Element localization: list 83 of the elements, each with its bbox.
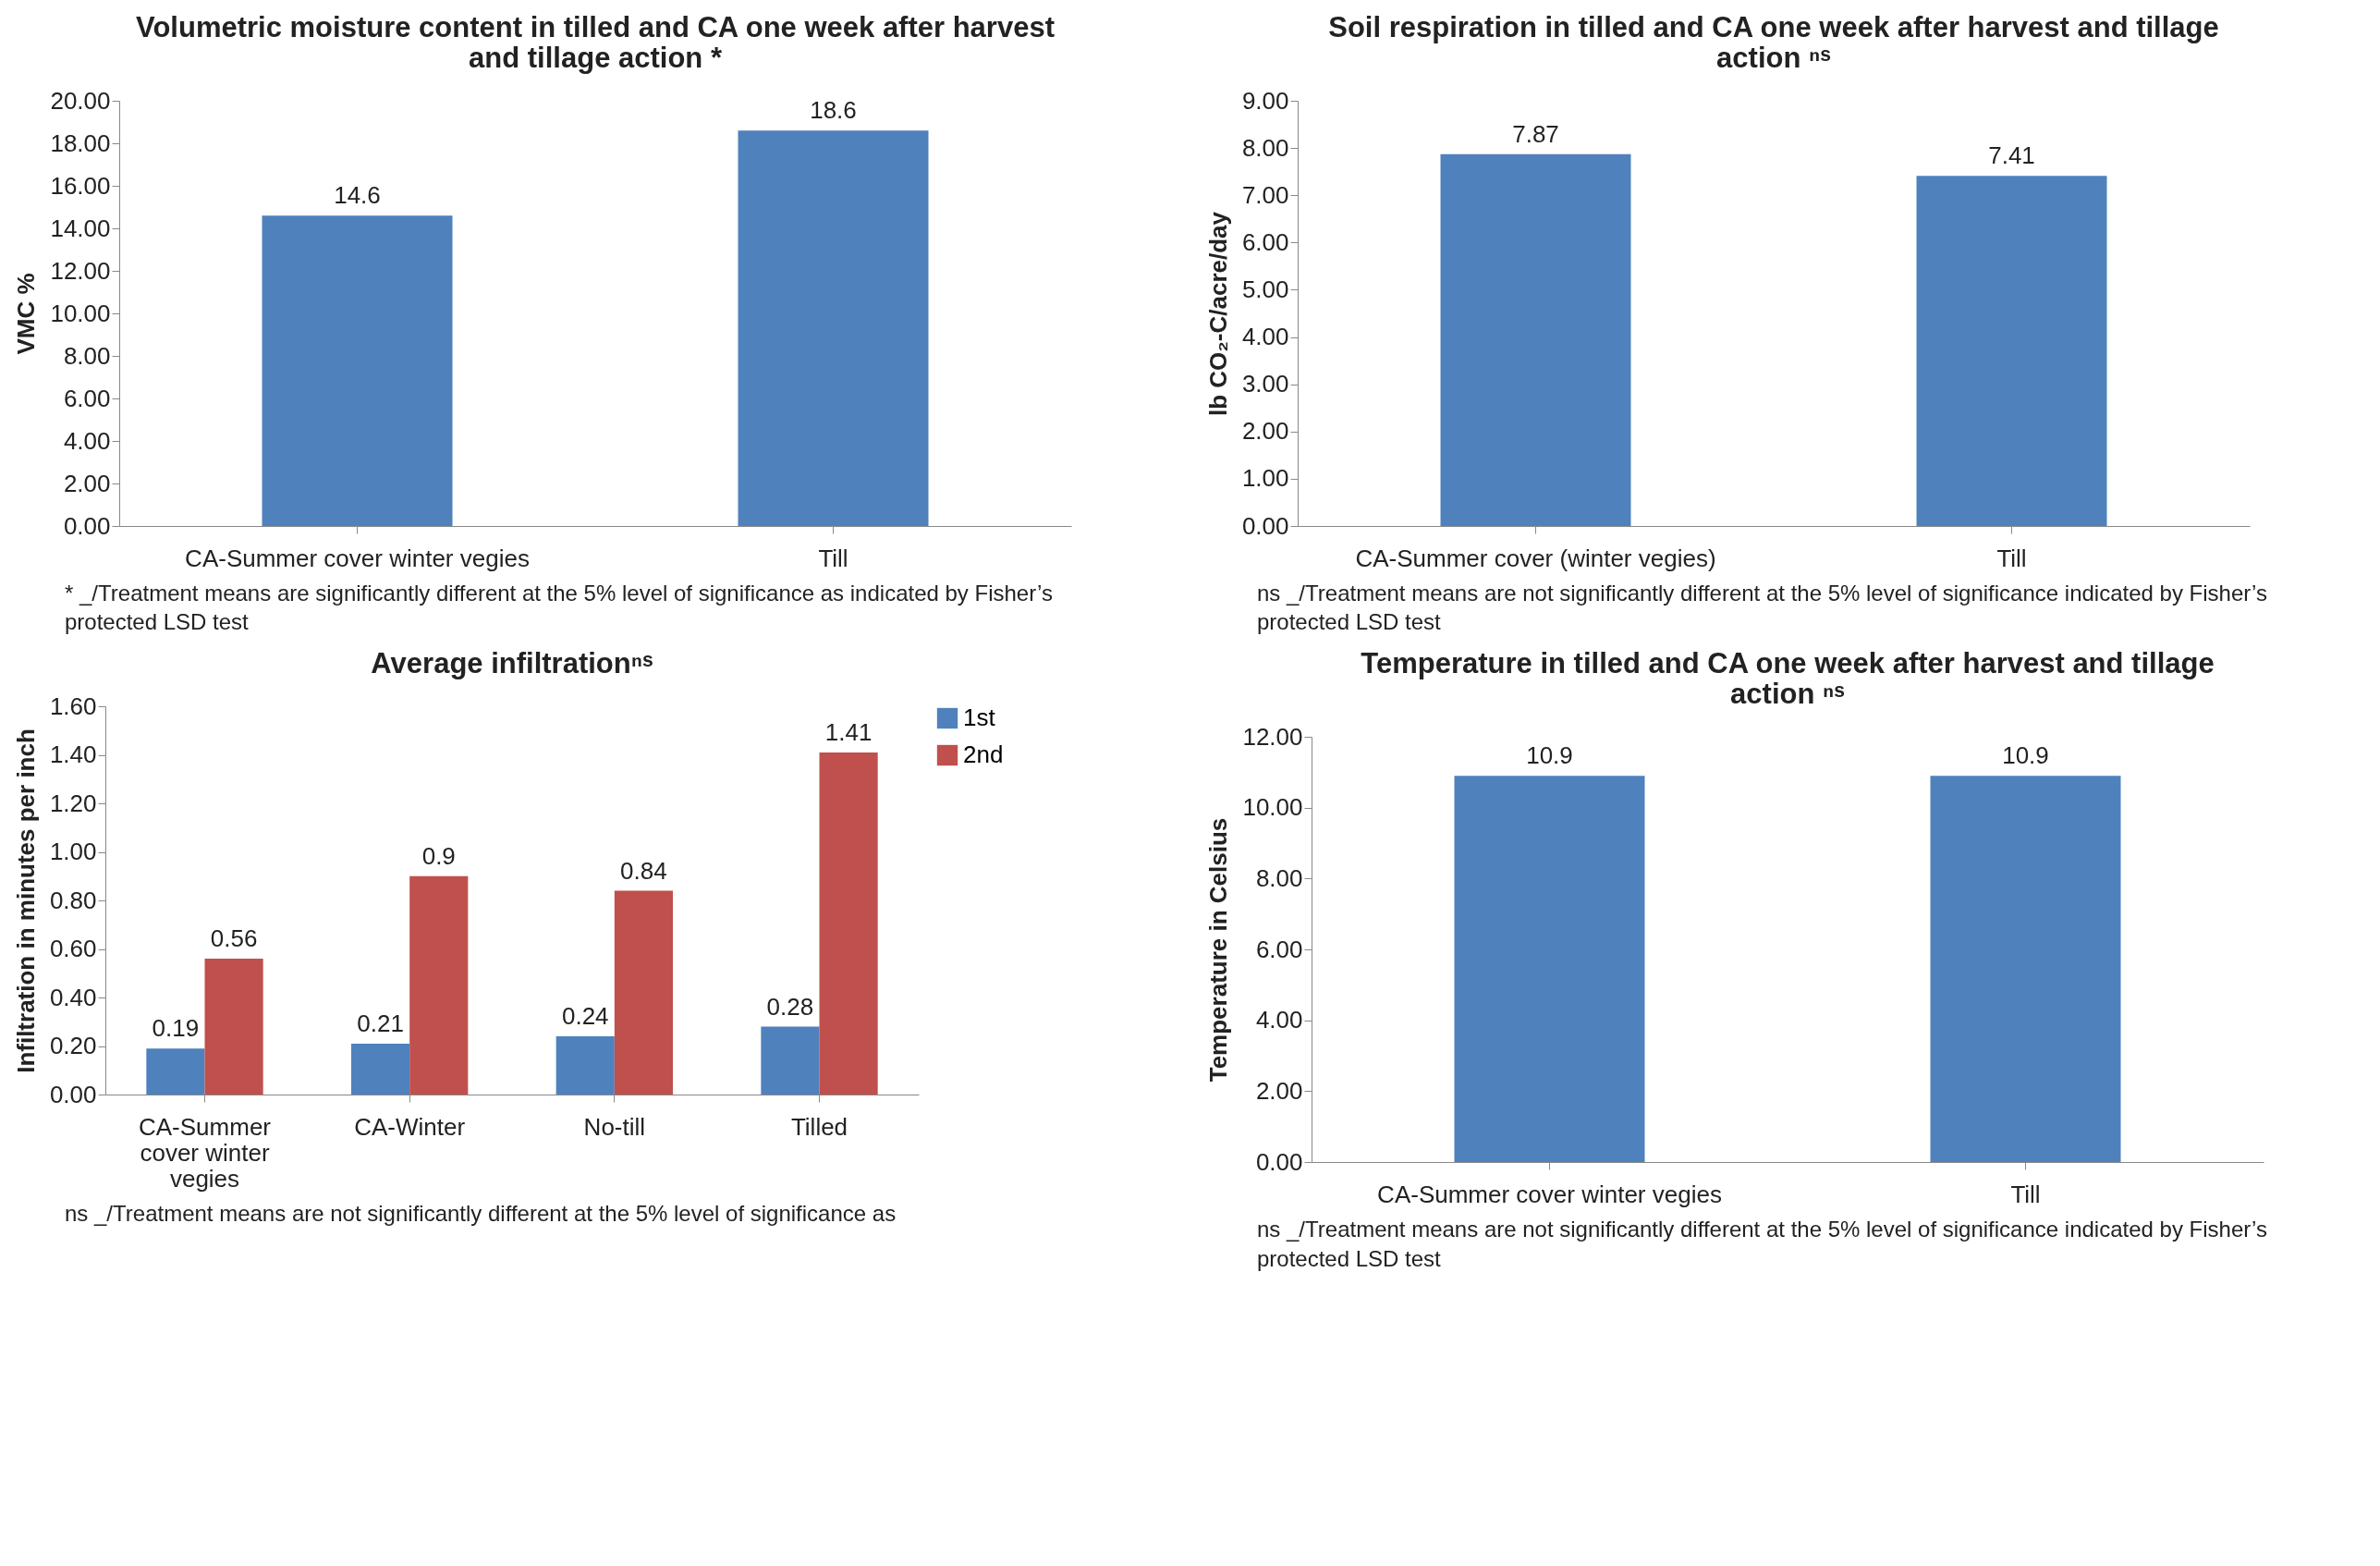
y-tick-label: 2.00 [1241, 417, 1289, 446]
x-tick-label: Till [818, 544, 848, 572]
y-tick-label: 5.00 [1241, 275, 1289, 303]
y-tick-label: 4.00 [1241, 323, 1289, 351]
text: ns _/Treatment means are not significantly different at the 5% level of significance as [65, 1200, 897, 1229]
y-tick-label: 0.80 [49, 886, 97, 914]
bar [204, 959, 263, 1095]
y-tick-label: 8.00 [1241, 133, 1289, 162]
y-tick-label: 8.00 [1255, 864, 1303, 893]
y-tick-label: 14.00 [50, 214, 111, 242]
x-tick-label: Till [1996, 544, 2027, 572]
data-label: 14.6 [334, 181, 381, 210]
y-tick-label: 2.00 [63, 469, 111, 497]
data-label: 0.56 [210, 924, 258, 953]
x-tick-label: No-till [583, 1112, 646, 1141]
bar [555, 1036, 615, 1095]
data-label: 1.41 [824, 718, 873, 747]
y-tick-label: 12.00 [50, 256, 111, 285]
y-tick-label: 0.20 [49, 1032, 97, 1060]
data-label: 18.6 [810, 96, 857, 125]
y-tick-label: 4.00 [63, 426, 111, 455]
y-tick-label: 2.00 [1255, 1077, 1303, 1106]
y-tick-label: 10.00 [50, 299, 111, 327]
y-tick-label: 0.40 [49, 983, 97, 1011]
y-tick-label: 9.00 [1241, 86, 1289, 115]
data-label: 0.28 [766, 992, 814, 1021]
y-tick-label: 1.60 [49, 691, 97, 720]
x-tick-label: Till [2010, 1180, 2041, 1208]
data-label: 0.24 [561, 1002, 609, 1031]
data-label: 0.19 [152, 1014, 200, 1043]
y-tick-label: 0.00 [1255, 1147, 1303, 1176]
x-tick-label: CA-Summer cover winter vegies [139, 1112, 272, 1193]
y-tick-label: 18.00 [50, 128, 111, 157]
y-tick-label: 10.00 [1242, 793, 1303, 822]
text: ns _/Treatment means are not significantly different at the 5% level of significance indicated by Fisher’s protected LSD test [1257, 580, 2269, 637]
y-tick-label: 6.00 [1255, 935, 1303, 963]
data-label: 7.87 [1512, 119, 1559, 148]
y-axis-title: VMC % [12, 273, 41, 355]
x-tick-label: Tilled [790, 1112, 848, 1141]
y-tick-label: 0.00 [63, 511, 111, 540]
data-label: 10.9 [2002, 741, 2049, 770]
chart-title: Volumetric moisture content in tilled and CA one week after harvest and tillage action * [136, 11, 1055, 74]
data-label: 0.9 [421, 842, 456, 871]
bar [614, 890, 674, 1095]
x-tick-label: CA-Summer cover winter vegies [1377, 1180, 1722, 1208]
y-tick-label: 4.00 [1255, 1006, 1303, 1034]
y-axis-title: Temperature in Celsius [1204, 818, 1233, 1083]
legend-label: 1st [963, 703, 996, 732]
y-axis-title: Infiltration in minutes per inch [11, 728, 40, 1074]
chart-title: Average infiltrationⁿˢ [371, 647, 653, 680]
bar [350, 1044, 410, 1095]
data-label: 7.41 [1988, 141, 2035, 170]
y-tick-label: 0.00 [49, 1080, 97, 1108]
y-tick-label: 1.00 [49, 838, 97, 866]
y-tick-label: 12.00 [1242, 722, 1303, 751]
y-tick-label: 0.00 [1241, 511, 1289, 540]
bar [819, 752, 878, 1095]
x-tick-label: CA-Summer cover (winter vegies) [1355, 544, 1716, 572]
y-tick-label: 3.00 [1241, 370, 1289, 398]
y-tick-label: 1.00 [1241, 464, 1289, 493]
bar [409, 876, 469, 1095]
data-label: 0.21 [357, 1009, 404, 1038]
y-tick-label: 0.60 [49, 935, 97, 963]
y-axis-title: lb CO₂-C/acre/day [1203, 211, 1232, 417]
chart-title: Temperature in tilled and CA one week after harvest and tillage action ⁿˢ [1361, 647, 2215, 711]
x-tick-label: CA-Summer cover winter vegies [185, 544, 530, 572]
y-tick-label: 1.20 [49, 789, 97, 817]
data-label: 0.84 [620, 856, 667, 885]
bar [146, 1048, 205, 1095]
legend-label: 2nd [963, 740, 1004, 769]
chart-title: Soil respiration in tilled and CA one week after harvest and tillage action ⁿˢ [1328, 11, 2219, 74]
text: ns _/Treatment means are not significantly different at the 5% level of significance indicated by Fisher’s protected LSD test [1257, 1216, 2269, 1273]
y-tick-label: 8.00 [63, 341, 111, 370]
y-tick-label: 20.00 [50, 86, 111, 115]
y-tick-label: 6.00 [1241, 227, 1289, 256]
y-tick-label: 6.00 [63, 384, 111, 412]
y-tick-label: 7.00 [1241, 180, 1289, 209]
bar [761, 1026, 820, 1095]
x-tick-label: CA-Winter [354, 1112, 466, 1141]
y-tick-label: 16.00 [50, 171, 111, 200]
data-label: 10.9 [1526, 741, 1573, 770]
text: * _/Treatment means are significantly different at the 5% level of significance as indicated by Fisher’s protected LSD test [65, 580, 1054, 637]
y-tick-label: 1.40 [49, 740, 97, 769]
